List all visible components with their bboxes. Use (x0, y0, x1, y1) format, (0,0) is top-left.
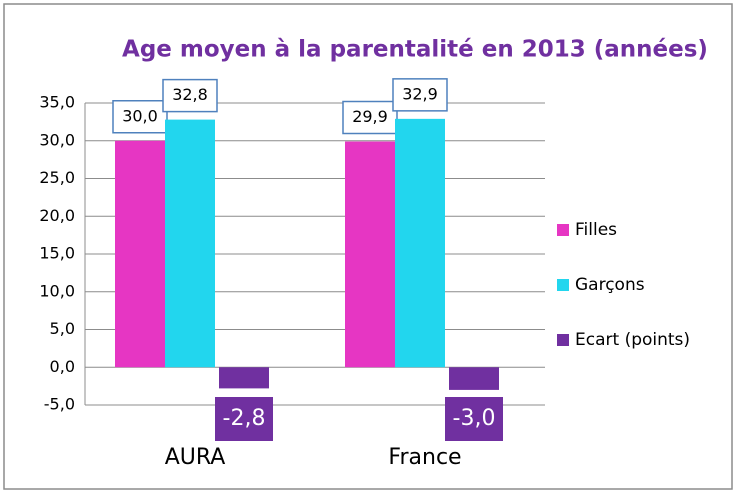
y-tick-label: 30,0 (39, 130, 75, 149)
y-tick-label: 15,0 (39, 244, 75, 263)
chart-title: Age moyen à la parentalité en 2013 (anné… (122, 37, 708, 63)
value-label: -3,0 (453, 406, 496, 431)
legend-label: Garçons (575, 275, 645, 295)
bar (345, 141, 395, 368)
bar (219, 367, 269, 389)
value-label: 30,0 (122, 106, 158, 125)
legend-label: Ecart (points) (575, 330, 690, 350)
bar (115, 140, 165, 368)
bar (449, 367, 499, 390)
x-tick-label: AURA (165, 445, 226, 470)
value-label-box (392, 78, 448, 112)
value-label-box (162, 78, 218, 113)
value-label-box (445, 397, 503, 441)
legend-swatch (557, 334, 569, 346)
y-tick-label: 25,0 (39, 168, 75, 187)
bar (395, 118, 445, 368)
legend-label: Filles (575, 220, 617, 240)
y-tick-label: 5,0 (50, 319, 75, 338)
value-label: -2,8 (223, 406, 266, 431)
value-label: 32,9 (402, 84, 438, 103)
x-tick-label: France (388, 445, 461, 470)
value-label-box (112, 100, 168, 134)
y-tick-label: 10,0 (39, 281, 75, 300)
legend-swatch (557, 224, 569, 236)
value-label: 29,9 (352, 107, 388, 126)
y-tick-label: 35,0 (39, 93, 75, 112)
value-label-box (215, 397, 273, 441)
value-label-box (342, 100, 398, 135)
y-tick-label: 0,0 (50, 357, 75, 376)
legend-swatch (557, 279, 569, 291)
y-tick-label: 20,0 (39, 206, 75, 225)
y-tick-label: -5,0 (44, 395, 75, 414)
value-label: 32,8 (172, 85, 208, 104)
bar (165, 119, 215, 368)
